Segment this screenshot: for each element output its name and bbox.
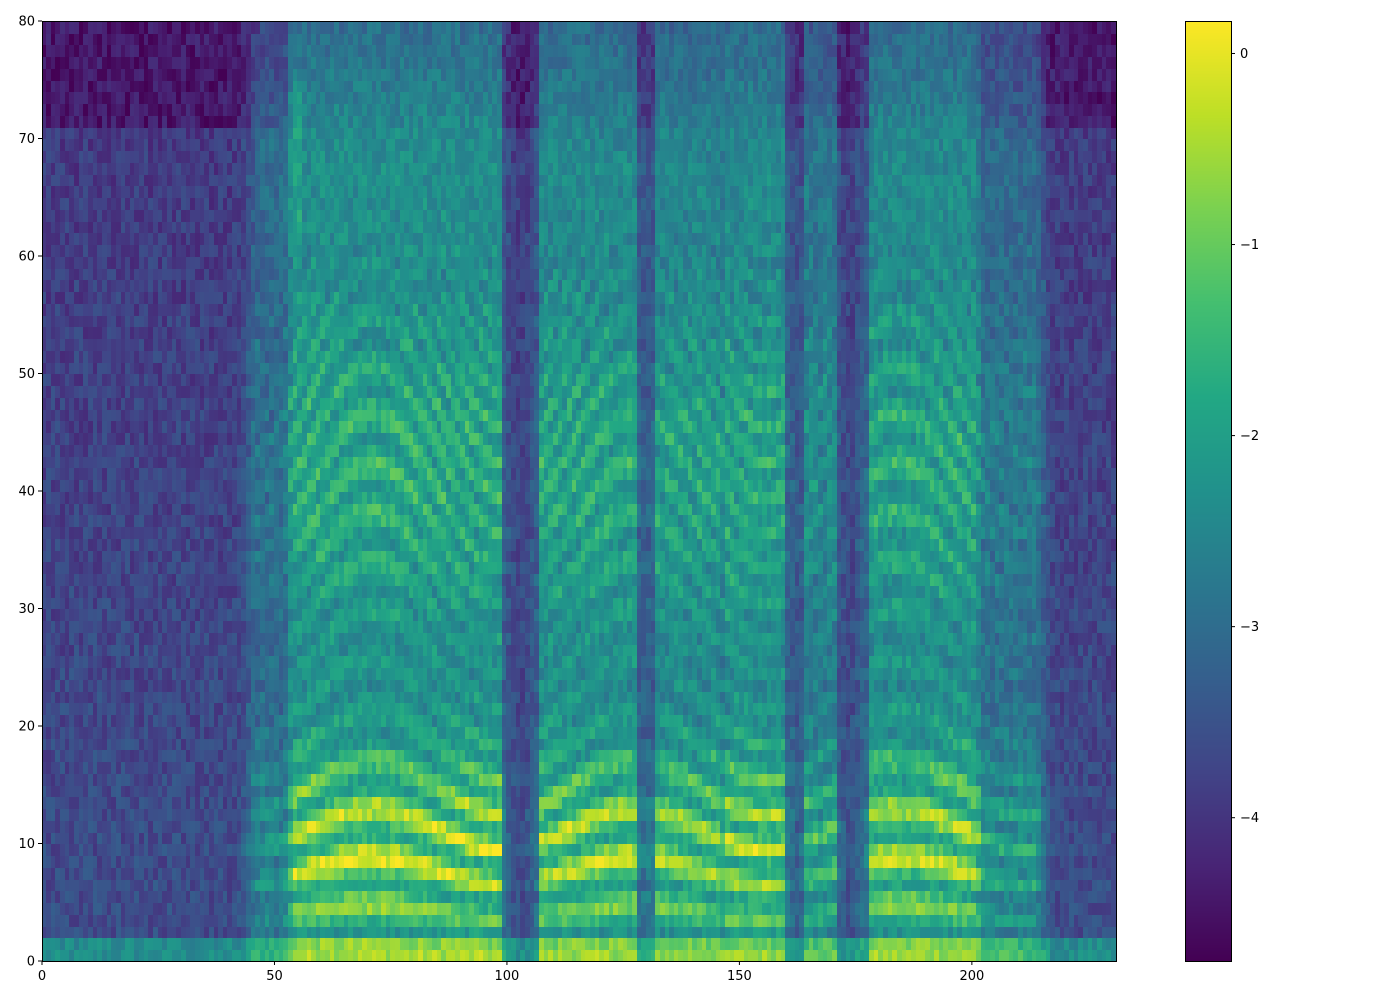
spectrogram-heatmap — [42, 21, 1116, 961]
y-tick-label: 70 — [18, 132, 35, 147]
y-tick-label: 60 — [18, 250, 35, 265]
colorbar — [1185, 21, 1231, 961]
colorbar-axes: 0 −1 −2 −3 −4 — [1231, 47, 1259, 826]
colorbar-tick-label: −2 — [1240, 429, 1259, 444]
x-tick-label: 100 — [495, 969, 520, 984]
x-tick-label: 200 — [959, 969, 984, 984]
y-tick-label: 10 — [18, 837, 35, 852]
colorbar-tick-label: −1 — [1240, 238, 1259, 253]
x-tick-label: 150 — [727, 969, 752, 984]
x-tick-label: 50 — [266, 969, 283, 984]
colorbar-tick-label: 0 — [1240, 47, 1248, 62]
y-tick-label: 20 — [18, 720, 35, 735]
heatmap-axes: 0 50 100 150 200 0 10 20 30 40 50 60 70 80 — [18, 15, 984, 985]
y-tick-label: 40 — [18, 485, 35, 500]
x-tick-label: 0 — [38, 969, 46, 984]
y-tick-label: 80 — [18, 15, 35, 30]
colorbar-tick-label: −4 — [1240, 811, 1259, 826]
y-tick-label: 50 — [18, 367, 35, 382]
y-tick-label: 0 — [27, 955, 35, 970]
colorbar-tick-label: −3 — [1240, 620, 1259, 635]
y-tick-label: 30 — [18, 602, 35, 617]
